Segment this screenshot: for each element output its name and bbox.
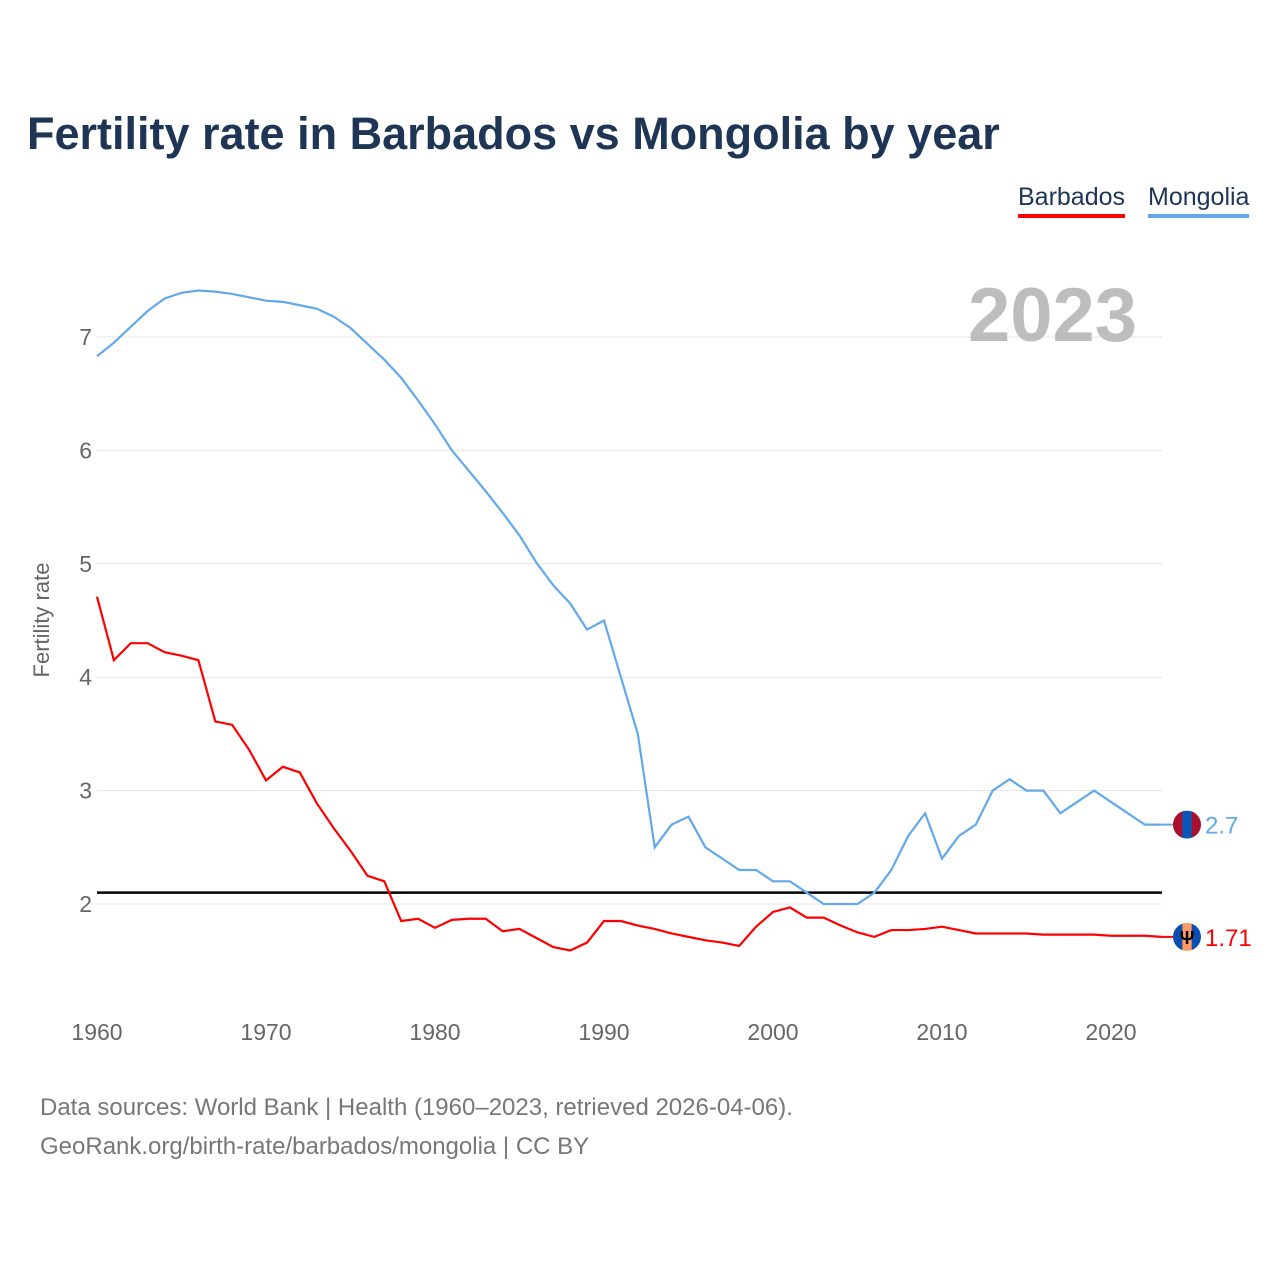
- x-tick-label: 1960: [71, 1019, 122, 1045]
- current-year: 2023: [968, 273, 1138, 358]
- end-value-label: 2.7: [1205, 813, 1238, 840]
- x-tick-label: 2000: [747, 1019, 798, 1045]
- x-tick-label: 2020: [1085, 1019, 1136, 1045]
- footer: Data sources: World Bank | Health (1960–…: [40, 1088, 793, 1166]
- barbados-flag-icon: Ψ: [1173, 922, 1201, 951]
- mongolia-flag-icon: [1173, 810, 1201, 839]
- y-tick-label: 3: [79, 778, 92, 804]
- y-tick-label: 6: [79, 437, 92, 463]
- x-tick-label: 1990: [578, 1019, 629, 1045]
- x-tick-label: 1980: [409, 1019, 460, 1045]
- x-tick-label: 1970: [240, 1019, 291, 1045]
- end-value-label: 1.71: [1205, 925, 1252, 952]
- legend-mongolia[interactable]: Mongolia: [1148, 183, 1250, 218]
- series-line-barbados: [95, 596, 1162, 952]
- y-tick-label: 5: [79, 551, 92, 577]
- y-axis-label: Fertility rate: [29, 562, 54, 678]
- series-line-mongolia: [96, 289, 1162, 906]
- svg-text:Ψ: Ψ: [1180, 928, 1195, 948]
- y-tick-label: 4: [79, 664, 92, 690]
- y-tick-label: 7: [79, 324, 92, 350]
- chart-title: Fertility rate in Barbados vs Mongolia b…: [27, 108, 1000, 159]
- legend-barbados[interactable]: Barbados: [1018, 183, 1126, 218]
- x-tick-label: 2010: [916, 1019, 967, 1045]
- data-source: Data sources: World Bank | Health (1960–…: [40, 1094, 793, 1121]
- attribution-link[interactable]: GeoRank.org/birth-rate/barbados/mongolia…: [40, 1133, 590, 1160]
- y-tick-label: 2: [79, 891, 92, 917]
